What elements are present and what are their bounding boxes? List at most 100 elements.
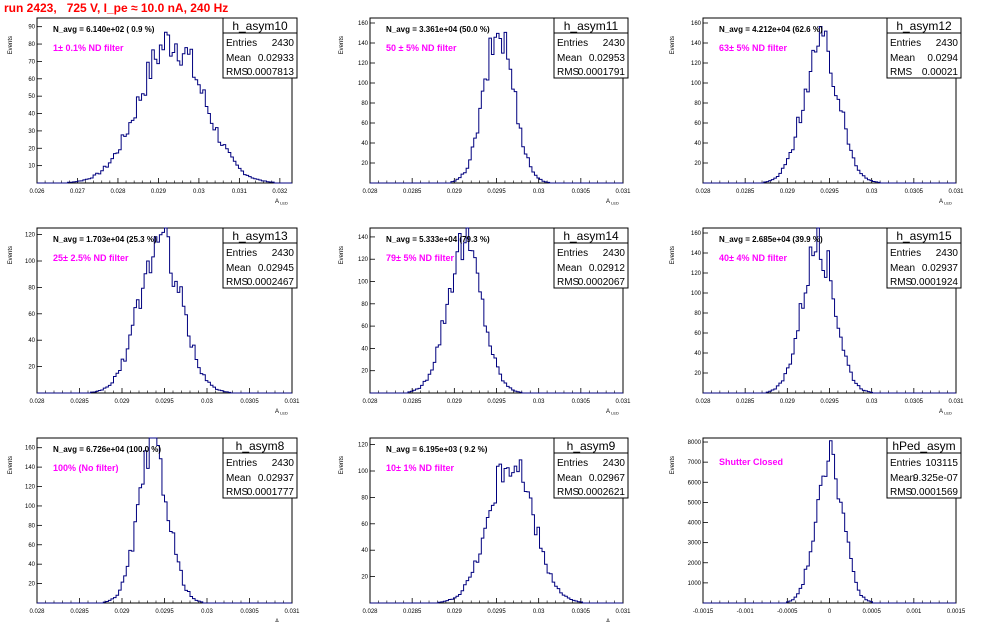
histogram-series: [37, 31, 292, 184]
n-avg-label: N_avg = 2.685e+04 (39.9 %): [719, 235, 823, 244]
x-tick-label: 0.031: [615, 399, 631, 405]
x-tick-label: 0.0015: [947, 609, 966, 615]
x-axis-label: A LED: [606, 619, 619, 622]
y-tick-label: 4000: [688, 521, 702, 527]
y-tick-label: 6000: [688, 480, 702, 486]
n-avg-label: N_avg = 4.212e+04 (62.6 %): [719, 25, 823, 34]
y-tick-label: 20: [361, 161, 368, 167]
stats-mean-label: Mean: [890, 473, 915, 484]
stats-box: [553, 17, 629, 79]
stats-rms-label: RMS: [226, 67, 249, 78]
n-avg-label: N_avg = 3.361e+04 (50.0 %): [386, 25, 490, 34]
x-tick-label: 0.031: [948, 399, 964, 405]
n-avg-label: N_avg = 1.703e+04 (25.3 %): [53, 235, 157, 244]
stats-rms-label: RMS: [226, 277, 249, 288]
x-tick-label: 0.03: [866, 399, 878, 405]
y-axis-label: Events: [670, 36, 676, 54]
y-tick-label: 40: [361, 548, 368, 554]
stats-rms-value: 0.0002067: [578, 277, 626, 288]
y-tick-label: 70: [28, 59, 35, 65]
y-tick-label: 80: [694, 311, 701, 317]
stats-box: [886, 17, 962, 79]
y-tick-label: 120: [358, 257, 369, 263]
x-axis-label: A LED: [939, 409, 952, 416]
x-tick-label: 0.03: [533, 189, 545, 195]
histogram-series: [370, 227, 623, 394]
x-tick-label: 0.028: [29, 399, 45, 405]
x-tick-label: 0.0305: [572, 609, 591, 615]
stats-mean-label: Mean: [557, 263, 582, 274]
histogram-panel-h_asym10: Events 0.026 0.027 0.028 0.029 0.03 0.031 0.032…: [8, 17, 298, 206]
stats-mean-value: 0.02912: [589, 263, 626, 274]
y-tick-label: 60: [694, 331, 701, 337]
y-tick-label: 1000: [688, 581, 702, 587]
histogram-name: h_asym12: [896, 19, 952, 33]
x-tick-label: 0.029: [447, 609, 463, 615]
y-tick-label: 100: [25, 259, 36, 265]
filter-note: 40± 4% ND filter: [719, 253, 787, 263]
y-tick-label: 80: [28, 42, 35, 48]
x-tick-label: 0.03: [866, 189, 878, 195]
x-tick-label: 0.0295: [820, 399, 839, 405]
y-tick-label: 80: [28, 285, 35, 291]
y-tick-label: 20: [361, 575, 368, 581]
x-tick-label: 0.028: [362, 189, 378, 195]
histogram-panel-h_asym13: Events 0.028 0.0285 0.029 0.0295 0.03 0.0305 0.…: [8, 227, 300, 416]
y-tick-label: 60: [28, 543, 35, 549]
y-tick-label: 100: [25, 504, 36, 510]
stats-mean-label: Mean: [557, 53, 582, 64]
x-tick-label: 0.0305: [905, 189, 924, 195]
y-tick-label: 160: [691, 231, 702, 237]
x-tick-label: 0.031: [284, 609, 300, 615]
histogram-panel-h_asym12: Events 0.028 0.0285 0.029 0.0295 0.03 0.0305 0.…: [670, 17, 964, 206]
stats-rms-label: RMS: [557, 67, 580, 78]
stats-box: [222, 437, 298, 499]
x-tick-label: 0.027: [70, 189, 86, 195]
x-tick-label: 0.0295: [155, 399, 174, 405]
y-axis-label: Events: [8, 246, 14, 264]
y-tick-label: 140: [691, 251, 702, 257]
x-tick-label: 0.031: [232, 189, 248, 195]
y-tick-label: 3000: [688, 541, 702, 547]
stats-box: [886, 227, 962, 289]
x-tick-label: 0.028: [362, 399, 378, 405]
y-tick-label: 40: [694, 141, 701, 147]
stats-entries-label: Entries: [557, 38, 588, 49]
x-tick-label: 0.028: [695, 189, 711, 195]
filter-note: 25± 2.5% ND filter: [53, 253, 129, 263]
stats-mean-label: Mean: [226, 53, 251, 64]
stats-rms-value: 0.0002621: [578, 487, 626, 498]
y-tick-label: 40: [28, 338, 35, 344]
histogram-series: [370, 459, 623, 604]
y-tick-label: 60: [361, 522, 368, 528]
y-axis-label: Events: [8, 456, 14, 474]
stats-mean-value: 0.02933: [258, 53, 295, 64]
x-tick-label: 0.0295: [487, 609, 506, 615]
y-tick-label: 2000: [688, 561, 702, 567]
stats-mean-value: 0.02937: [258, 473, 295, 484]
x-tick-label: -0.001: [737, 609, 755, 615]
y-tick-label: 100: [691, 291, 702, 297]
y-tick-label: 20: [28, 582, 35, 588]
filter-note: 10± 1% ND filter: [386, 463, 454, 473]
y-tick-label: 140: [691, 41, 702, 47]
stats-entries-label: Entries: [226, 38, 257, 49]
x-tick-label: 0.029: [780, 399, 796, 405]
x-tick-label: 0.028: [110, 189, 126, 195]
x-tick-label: 0.0285: [70, 399, 89, 405]
y-axis-label: Events: [670, 246, 676, 264]
y-tick-label: 80: [361, 101, 368, 107]
histogram-panel-hPed_asym: Events -0.0015 -0.001 -0.0005 0 0.0005 0.001 0.…: [670, 437, 966, 615]
histogram-series: [703, 26, 956, 184]
stats-entries-value: 2430: [272, 458, 295, 469]
x-tick-label: 0.0295: [487, 189, 506, 195]
y-tick-label: 8000: [688, 440, 702, 446]
stats-mean-value: 0.02937: [922, 263, 959, 274]
y-tick-label: 30: [28, 129, 35, 135]
y-tick-label: 140: [358, 41, 369, 47]
stats-mean-label: Mean: [890, 263, 915, 274]
stats-mean-value: 0.02945: [258, 263, 295, 274]
x-tick-label: 0.0305: [240, 609, 259, 615]
y-tick-label: 90: [28, 25, 35, 31]
